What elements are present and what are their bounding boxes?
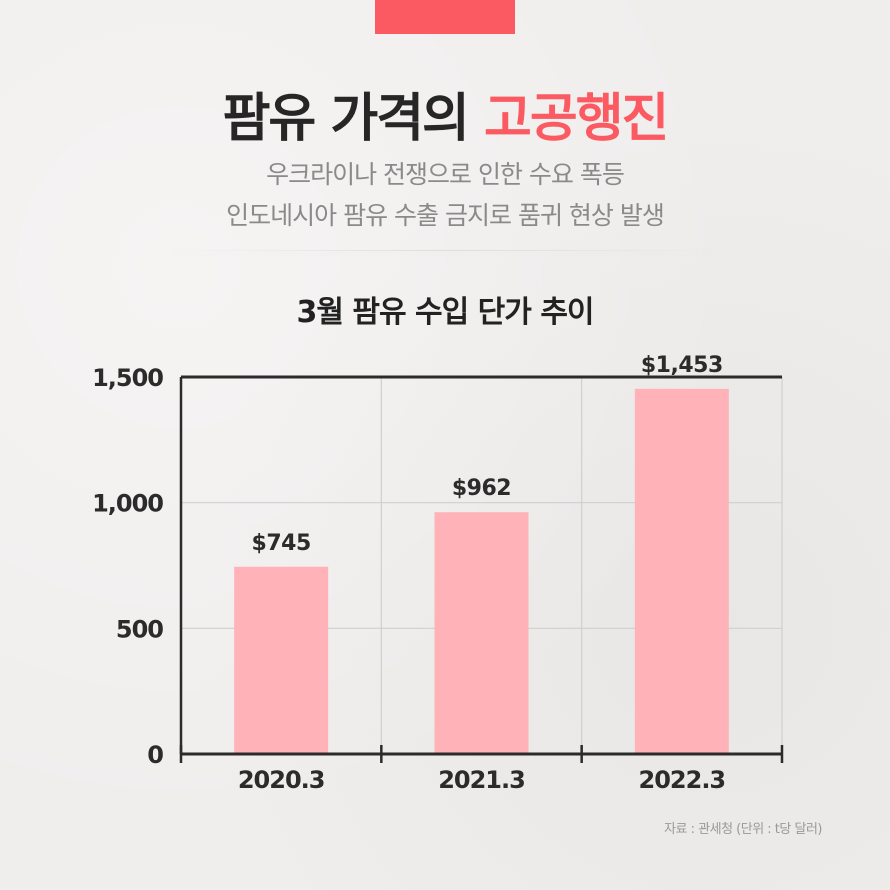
x-tick-label: 2022.3 <box>639 766 726 794</box>
y-tick-label: 0 <box>147 741 163 769</box>
source-note: 자료 : 관세청 (단위 : t당 달러) <box>664 822 822 837</box>
bar <box>234 566 329 754</box>
subtitle-line2: 인도네시아 팜유 수출 금지로 품귀 현상 발생 <box>226 201 665 230</box>
data-label: $1,453 <box>641 353 723 378</box>
y-tick-label: 1,500 <box>92 364 163 392</box>
bar <box>434 512 529 754</box>
top-accent-tab <box>375 0 515 34</box>
data-label: $745 <box>252 531 311 556</box>
x-tick-label: 2021.3 <box>438 766 525 794</box>
x-tick-label: 2020.3 <box>238 766 325 794</box>
subtitle-line1: 우크라이나 전쟁으로 인한 수요 폭등 <box>266 160 625 189</box>
headline-part1: 팜유 가격의 <box>222 89 485 149</box>
y-tick-label: 1,000 <box>92 490 163 518</box>
headline-highlight: 고공행진 <box>484 89 669 149</box>
chart-title: 3월 팜유 수입 단가 추이 <box>296 295 594 330</box>
bar <box>634 388 729 754</box>
section-divider <box>170 250 720 251</box>
y-tick-label: 500 <box>116 615 163 643</box>
headline: 팜유 가격의 고공행진 <box>0 76 890 151</box>
data-label: $962 <box>452 476 511 501</box>
